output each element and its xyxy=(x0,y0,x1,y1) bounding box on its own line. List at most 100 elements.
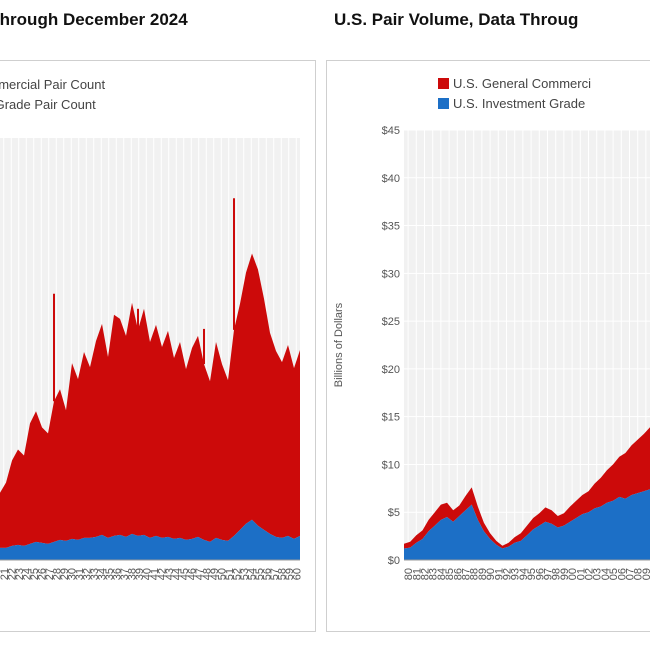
x-tick-label: 54 xyxy=(246,568,258,580)
x-tick-label: 46 xyxy=(186,568,198,580)
y-tick-label: $20 xyxy=(382,364,400,376)
x-tick-label: 91 xyxy=(493,568,505,580)
right-chart-title: U.S. Pair Volume, Data Throug xyxy=(334,10,579,29)
left-chart-panel: ata Through December 2024 eneral Commerc… xyxy=(0,0,316,650)
y-tick-label: $5 xyxy=(388,507,400,519)
x-tick-label: 26 xyxy=(36,568,48,580)
x-tick-label: 02 xyxy=(584,568,596,580)
y-tick-label: $25 xyxy=(382,316,400,328)
x-tick-label: 58 xyxy=(276,568,288,580)
x-tick-label: 39 xyxy=(134,568,146,580)
x-tick-label: 53 xyxy=(239,568,251,580)
x-tick-label: 38 xyxy=(126,568,138,580)
x-tick-label: 81 xyxy=(411,568,423,580)
x-tick-label: 49 xyxy=(209,568,221,580)
legend-entry-commercial: eneral Commercial Pair Count xyxy=(0,74,105,94)
x-tick-label: 60 xyxy=(291,568,303,580)
commercial-swatch xyxy=(438,77,449,89)
x-tick-label: 86 xyxy=(452,568,464,580)
x-tick-label: 22 xyxy=(6,568,18,580)
x-tick-label: 36 xyxy=(111,568,123,580)
x-tick-label: 97 xyxy=(543,568,555,580)
x-tick-label: 84 xyxy=(436,568,448,580)
x-tick-label: 06 xyxy=(616,568,628,580)
y-tick-label: $45 xyxy=(382,125,400,137)
left-legend: eneral Commercial Pair Count nvestment G… xyxy=(0,74,105,114)
x-tick-label: 41 xyxy=(149,568,161,580)
x-tick-label: 44 xyxy=(171,568,183,580)
legend-entry-investment: nvestment Grade Pair Count xyxy=(0,94,105,114)
x-tick-label: 08 xyxy=(633,568,645,580)
x-tick-label: 96 xyxy=(534,568,546,580)
x-tick-label: 04 xyxy=(600,568,612,580)
x-tick-label: 28 xyxy=(51,568,63,580)
x-tick-label: 89 xyxy=(477,568,489,580)
x-tick-label: 33 xyxy=(89,568,101,580)
x-tick-label: 59 xyxy=(284,568,296,580)
x-tick-label: 25 xyxy=(29,568,41,580)
x-tick-label: 21 xyxy=(0,568,11,580)
area-series-investment xyxy=(0,519,300,560)
x-tick-label: 98 xyxy=(551,568,563,580)
x-tick-label: 80 xyxy=(403,568,415,580)
x-tick-label: 92 xyxy=(502,568,514,580)
y-tick-label: $10 xyxy=(382,459,400,471)
x-tick-label: 82 xyxy=(420,568,432,580)
x-tick-label: 05 xyxy=(608,568,620,580)
x-tick-label: 24 xyxy=(21,568,33,580)
y-tick-label: $30 xyxy=(382,268,400,280)
x-tick-label: 45 xyxy=(179,568,191,580)
x-tick-label: 31 xyxy=(74,568,86,580)
x-tick-label: 30 xyxy=(66,568,78,580)
y-axis-title: Billions of Dollars xyxy=(333,302,345,387)
x-tick-label: 48 xyxy=(201,568,213,580)
x-tick-label: 87 xyxy=(461,568,473,580)
x-tick-label: 47 xyxy=(194,568,206,580)
x-tick-label: 93 xyxy=(510,568,522,580)
x-tick-label: 00 xyxy=(567,568,579,580)
x-tick-label: 94 xyxy=(518,568,530,580)
left-chart-title: ata Through December 2024 xyxy=(0,10,188,29)
y-tick-label: $35 xyxy=(382,221,400,233)
x-tick-label: 50 xyxy=(216,568,228,580)
y-tick-label: $0 xyxy=(388,555,400,567)
x-tick-label: 83 xyxy=(428,568,440,580)
x-tick-label: 55 xyxy=(254,568,266,580)
area-series-commercial xyxy=(0,253,300,548)
investment-swatch xyxy=(438,97,449,109)
x-tick-label: 57 xyxy=(269,568,281,580)
x-tick-label: 52 xyxy=(231,568,243,580)
x-tick-label: 42 xyxy=(156,568,168,580)
right-legend: U.S. General Commerci U.S. Investment Gr… xyxy=(438,73,591,113)
x-tick-label: 23 xyxy=(14,568,26,580)
x-tick-label: 99 xyxy=(559,568,571,580)
area-series-investment xyxy=(404,489,650,560)
legend-entry-commercial: U.S. General Commerci xyxy=(438,73,591,93)
left-chart-svg: 2122232425262728293031323334353637383940… xyxy=(0,138,303,580)
legend-commercial-label: eneral Commercial Pair Count xyxy=(0,76,106,92)
x-tick-label: 09 xyxy=(641,568,650,580)
left-chart-frame xyxy=(0,60,316,632)
x-tick-label: 03 xyxy=(592,568,604,580)
area-series-commercial xyxy=(404,427,650,549)
x-tick-label: 34 xyxy=(96,568,108,580)
x-tick-label: 95 xyxy=(526,568,538,580)
x-tick-label: 35 xyxy=(104,568,116,580)
x-tick-label: 56 xyxy=(261,568,273,580)
legend-entry-investment: U.S. Investment Grade xyxy=(438,93,591,113)
x-tick-label: 51 xyxy=(224,568,236,580)
y-tick-label: $15 xyxy=(382,412,400,424)
x-tick-label: 07 xyxy=(625,568,637,580)
x-tick-label: 01 xyxy=(575,568,587,580)
right-chart-panel: U.S. Pair Volume, Data Throug U.S. Gener… xyxy=(326,0,650,650)
legend-investment-label: U.S. Investment Grade xyxy=(453,95,586,111)
legend-investment-label: nvestment Grade Pair Count xyxy=(0,96,96,112)
x-tick-label: 32 xyxy=(81,568,93,580)
x-tick-label: 90 xyxy=(485,568,497,580)
y-tick-label: $40 xyxy=(382,173,400,185)
right-chart-svg: $0 $5 $10 $15 $20 $25 $30 $35 $40 $45 808182838485… xyxy=(333,125,650,580)
x-tick-label: 37 xyxy=(119,568,131,580)
right-chart-frame xyxy=(326,60,650,632)
x-tick-label: 27 xyxy=(44,568,56,580)
x-tick-label: 43 xyxy=(164,568,176,580)
